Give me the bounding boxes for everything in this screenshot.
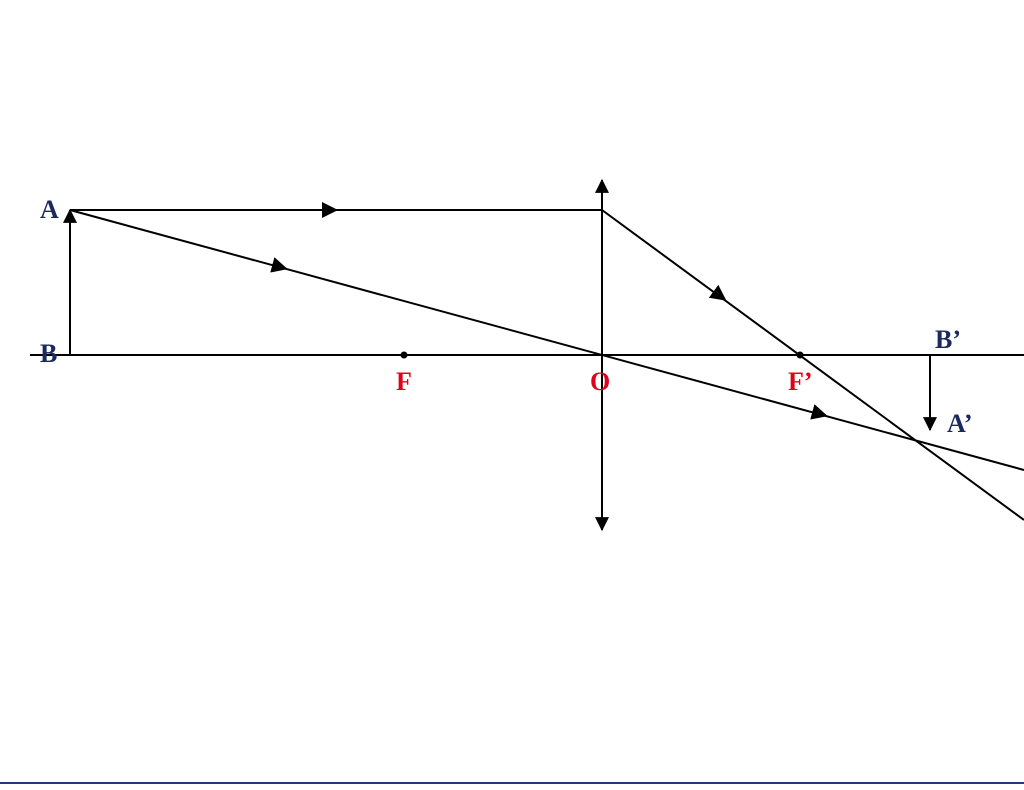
label-F: F [396,367,412,396]
ray-diagram: A B F O F’ B’ A’ [0,0,1024,790]
label-A: A [40,195,59,224]
label-B-prime: B’ [935,325,961,354]
label-O: O [590,367,610,396]
diagram-labels: A B F O F’ B’ A’ [40,195,973,438]
label-A-prime: A’ [947,409,973,438]
diagram-geometry [30,180,1024,530]
ray-through-centre [70,210,1024,470]
label-B: B [40,339,57,368]
ray-parallel-refracted [602,210,1024,520]
footer-rule [0,782,1024,784]
label-F-prime: F’ [788,367,813,396]
point-F-prime [797,352,804,359]
point-F [401,352,408,359]
